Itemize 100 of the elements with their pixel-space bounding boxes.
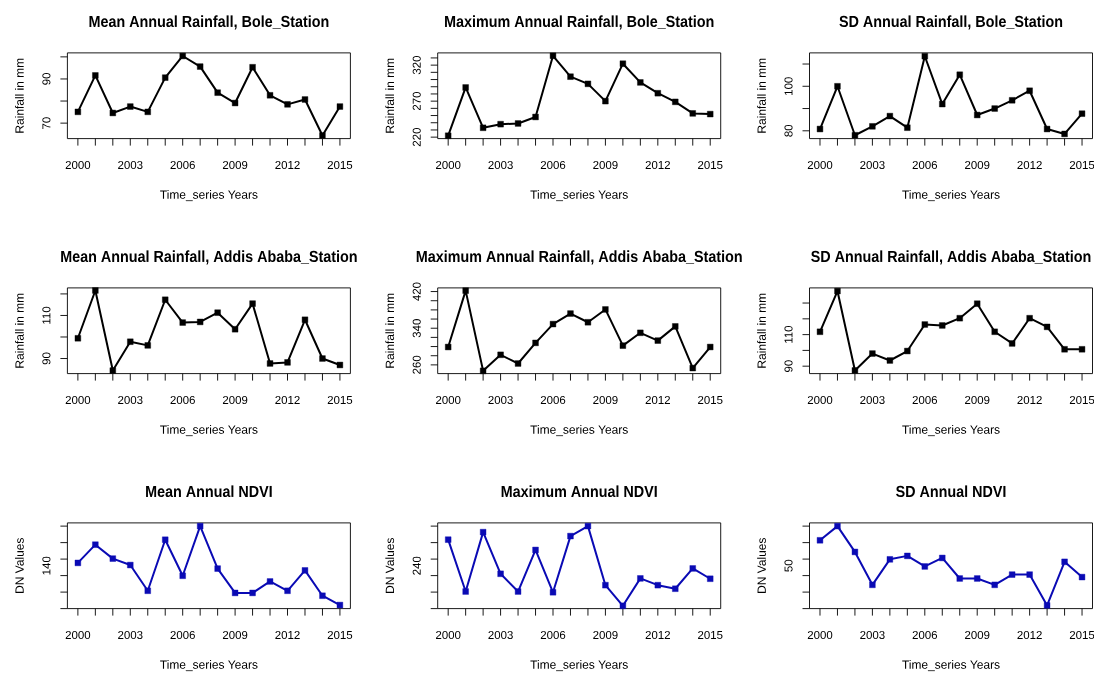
point	[197, 523, 204, 530]
point	[1078, 573, 1086, 581]
point	[462, 588, 469, 595]
point	[514, 360, 522, 367]
x-tick-label: 2000	[807, 630, 833, 640]
point	[514, 588, 522, 595]
point	[74, 108, 81, 115]
chart-title: SD Annual Rainfall, Addis Ababa_Station	[811, 250, 1091, 265]
y-tick-label: 420	[412, 282, 421, 301]
point	[197, 318, 204, 326]
point	[851, 132, 859, 139]
y-tick-label: 260	[412, 355, 421, 374]
point	[480, 367, 487, 374]
point	[816, 328, 824, 335]
x-axis-title: Time_series Years	[902, 190, 1000, 202]
point	[109, 367, 116, 374]
point	[249, 300, 256, 307]
point	[991, 581, 998, 588]
point	[127, 561, 134, 569]
x-tick-label: 2009	[965, 395, 990, 405]
y-tick-label: 110	[784, 325, 793, 343]
point	[497, 570, 504, 577]
point	[266, 360, 274, 367]
x-tick-label: 2009	[965, 630, 990, 640]
point	[249, 64, 256, 71]
point	[904, 124, 911, 131]
y-tick-label: 80	[784, 124, 793, 137]
point	[886, 113, 893, 120]
text: 50	[784, 559, 793, 572]
x-tick-label: 2006	[540, 395, 566, 405]
point	[127, 103, 134, 110]
y-axis-title: Rainfall in mm	[385, 293, 395, 368]
chart-title: Mean Annual Rainfall, Bole_Station	[89, 15, 329, 30]
x-tick-label: 2012	[645, 160, 670, 170]
point	[567, 310, 574, 317]
point	[834, 523, 841, 530]
point	[232, 589, 239, 597]
x-tick-label: 2015	[698, 160, 723, 170]
point	[689, 110, 696, 117]
x-axis-title: Time_series Years	[530, 660, 628, 672]
y-axis-title: DN Values	[757, 538, 766, 593]
point	[74, 335, 81, 342]
x-tick-label: 2015	[1069, 630, 1094, 640]
x-tick-label: 2003	[118, 630, 143, 640]
x-axis-title: Time_series Years	[902, 425, 1000, 437]
y-axis-title: Rainfall in mm	[15, 293, 24, 368]
y-tick-label: 270	[412, 92, 421, 111]
x-tick-label: 2009	[222, 160, 248, 170]
y-tick-label: 100	[784, 77, 793, 95]
point	[319, 132, 326, 139]
chart-title: Maximum Annual NDVI	[501, 485, 657, 498]
point	[162, 536, 169, 543]
point	[939, 554, 946, 562]
point	[284, 101, 291, 108]
x-tick-label: 2009	[593, 630, 618, 640]
point	[336, 103, 344, 110]
point	[886, 556, 893, 563]
point	[1043, 602, 1051, 609]
point	[1078, 110, 1086, 117]
x-axis-title: Time_series Years	[160, 660, 258, 672]
x-tick-label: 2003	[488, 395, 513, 405]
x-tick-label: 2015	[1069, 160, 1094, 170]
point	[74, 559, 81, 566]
point	[672, 323, 679, 330]
x-tick-label: 2009	[222, 395, 248, 405]
y-tick-label: 90	[42, 352, 51, 365]
point	[584, 523, 592, 530]
text: 240	[412, 556, 421, 575]
point	[549, 52, 557, 59]
chart-title: SD Annual NDVI	[896, 485, 1006, 498]
point	[514, 120, 522, 127]
x-tick-label: 2006	[170, 630, 195, 640]
x-tick-label: 2000	[436, 160, 461, 170]
y-axis-title: Rainfall in mm	[15, 58, 24, 133]
point	[480, 124, 487, 131]
point	[319, 592, 326, 599]
point	[974, 575, 981, 582]
point	[197, 63, 204, 70]
x-tick-label: 2015	[327, 630, 353, 640]
y-tick-label: 90	[784, 360, 793, 373]
x-tick-label: 2006	[170, 160, 195, 170]
point	[214, 309, 221, 316]
x-tick-label: 2000	[65, 395, 91, 405]
point	[637, 575, 644, 582]
x-tick-label: 2009	[965, 160, 990, 170]
chart-title: Maximum Annual Rainfall, Addis Ababa_Station	[416, 250, 742, 265]
point	[336, 601, 344, 609]
x-tick-label: 2012	[1017, 395, 1042, 405]
point	[266, 578, 274, 585]
x-axis-title: Time_series Years	[160, 425, 258, 437]
y-tick-label: 70	[42, 117, 51, 129]
x-tick-label: 2000	[807, 160, 833, 170]
point	[232, 99, 239, 107]
point	[214, 565, 221, 572]
x-tick-label: 2012	[275, 630, 300, 640]
x-tick-label: 2015	[698, 395, 723, 405]
x-axis-title: Time_series Years	[902, 660, 1000, 672]
point	[939, 322, 946, 329]
point	[249, 589, 256, 597]
point	[851, 548, 859, 556]
